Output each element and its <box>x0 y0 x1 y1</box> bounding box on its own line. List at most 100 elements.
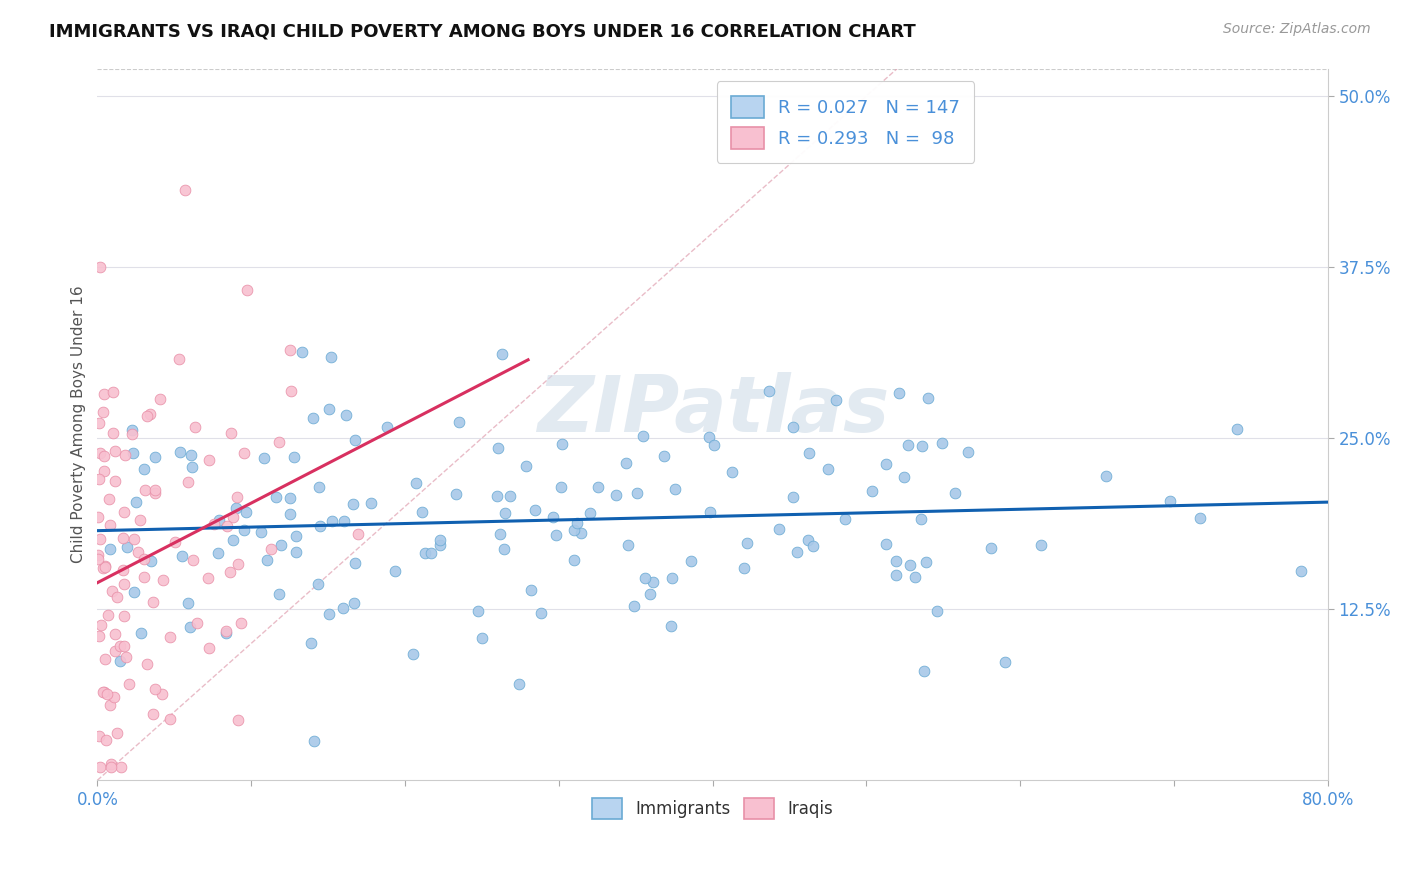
Point <box>112 639 135 653</box>
Point <box>875 537 897 551</box>
Point <box>89 446 111 460</box>
Point <box>302 410 325 425</box>
Point <box>159 712 181 726</box>
Point <box>139 553 162 567</box>
Point <box>299 636 322 650</box>
Point <box>104 627 127 641</box>
Point <box>444 487 467 501</box>
Point <box>87 549 110 563</box>
Point <box>860 483 883 498</box>
Point <box>145 483 167 497</box>
Point <box>634 571 657 585</box>
Point <box>834 512 856 526</box>
Point <box>1188 511 1211 525</box>
Point <box>94 733 117 747</box>
Point <box>115 540 138 554</box>
Point <box>659 619 682 633</box>
Point <box>887 385 910 400</box>
Point <box>616 538 638 552</box>
Point <box>114 649 136 664</box>
Point <box>89 260 111 274</box>
Point <box>886 553 908 567</box>
Legend: Immigrants, Iraqis: Immigrants, Iraqis <box>585 792 839 825</box>
Point <box>343 596 366 610</box>
Point <box>344 556 367 570</box>
Point <box>215 519 238 533</box>
Point <box>101 583 124 598</box>
Point <box>222 533 245 548</box>
Point <box>198 641 221 656</box>
Point <box>994 655 1017 669</box>
Point <box>89 618 111 632</box>
Point <box>104 474 127 488</box>
Point <box>429 538 451 552</box>
Point <box>111 531 134 545</box>
Point <box>817 462 839 476</box>
Point <box>384 564 406 578</box>
Point <box>215 626 238 640</box>
Point <box>893 470 915 484</box>
Point <box>523 502 546 516</box>
Point <box>898 558 921 573</box>
Point <box>652 449 675 463</box>
Point <box>375 419 398 434</box>
Point <box>91 561 114 575</box>
Point <box>571 525 593 540</box>
Point <box>98 492 121 507</box>
Point <box>91 405 114 419</box>
Point <box>233 446 256 460</box>
Point <box>309 519 332 533</box>
Text: IMMIGRANTS VS IRAQI CHILD POVERTY AMONG BOYS UNDER 16 CORRELATION CHART: IMMIGRANTS VS IRAQI CHILD POVERTY AMONG … <box>49 22 915 40</box>
Point <box>904 570 927 584</box>
Point <box>270 538 292 552</box>
Point <box>332 601 354 615</box>
Point <box>235 504 257 518</box>
Point <box>797 533 820 547</box>
Point <box>321 514 343 528</box>
Point <box>93 685 115 699</box>
Point <box>825 392 848 407</box>
Point <box>485 489 508 503</box>
Point <box>142 706 165 721</box>
Point <box>471 631 494 645</box>
Point <box>112 505 135 519</box>
Point <box>226 558 249 572</box>
Point <box>121 427 143 442</box>
Point <box>343 433 366 447</box>
Point <box>1095 469 1118 483</box>
Point <box>121 423 143 437</box>
Point <box>87 729 110 743</box>
Point <box>541 510 564 524</box>
Point <box>586 481 609 495</box>
Point <box>782 420 804 434</box>
Point <box>215 624 238 638</box>
Point <box>86 510 108 524</box>
Point <box>721 466 744 480</box>
Point <box>150 687 173 701</box>
Point <box>103 426 125 441</box>
Point <box>786 545 808 559</box>
Point <box>91 685 114 699</box>
Point <box>256 553 278 567</box>
Point <box>360 495 382 509</box>
Point <box>208 513 231 527</box>
Point <box>912 665 935 679</box>
Point <box>181 553 204 567</box>
Point <box>110 653 132 667</box>
Point <box>219 426 242 441</box>
Point <box>402 648 425 662</box>
Point <box>308 480 330 494</box>
Point <box>149 392 172 406</box>
Point <box>236 283 259 297</box>
Point <box>105 590 128 604</box>
Y-axis label: Child Poverty Among Boys Under 16: Child Poverty Among Boys Under 16 <box>72 285 86 563</box>
Point <box>122 446 145 460</box>
Point <box>797 445 820 459</box>
Point <box>98 517 121 532</box>
Point <box>174 183 197 197</box>
Point <box>280 384 302 398</box>
Point <box>112 577 135 591</box>
Point <box>180 448 202 462</box>
Point <box>169 445 191 459</box>
Point <box>643 575 665 590</box>
